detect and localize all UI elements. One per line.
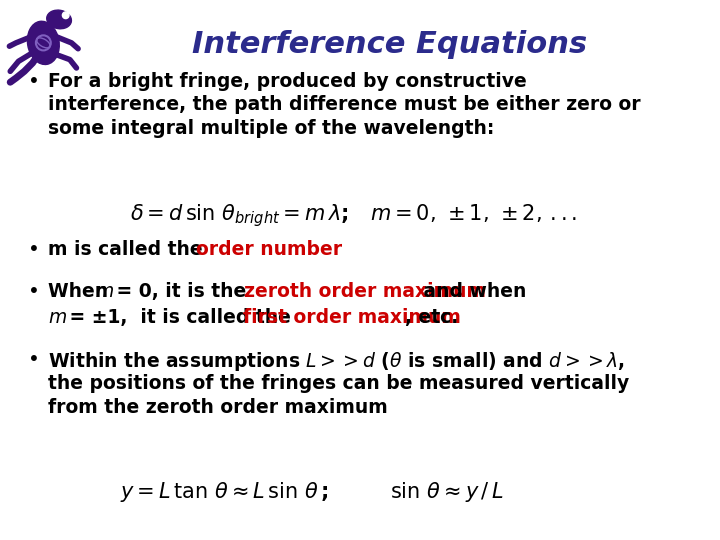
Text: zeroth order maximum: zeroth order maximum — [244, 282, 486, 301]
Text: = 0, it is the: = 0, it is the — [110, 282, 253, 301]
Text: order number: order number — [196, 240, 342, 259]
Text: $y = L\,\tan\,\theta \approx L\,\sin\,\theta\,$;: $y = L\,\tan\,\theta \approx L\,\sin\,\t… — [120, 480, 329, 504]
Text: $m$: $m$ — [48, 308, 67, 327]
Text: •: • — [28, 282, 40, 301]
Text: and when: and when — [417, 282, 526, 301]
Ellipse shape — [47, 10, 71, 29]
Text: •: • — [28, 240, 40, 259]
Text: m is called the: m is called the — [48, 240, 209, 259]
Text: = ±1,  it is called the: = ±1, it is called the — [63, 308, 297, 327]
Text: the positions of the fringes can be measured vertically: the positions of the fringes can be meas… — [48, 374, 629, 393]
Ellipse shape — [27, 21, 59, 64]
Circle shape — [63, 12, 69, 18]
Text: Within the assumptions $L >> d$ ($\theta$ is small) and $d >> \lambda$,: Within the assumptions $L >> d$ ($\theta… — [48, 350, 625, 373]
Text: $\sin\,\theta \approx y\,/\,L$: $\sin\,\theta \approx y\,/\,L$ — [390, 480, 503, 504]
Text: first order maximum: first order maximum — [243, 308, 461, 327]
Text: $\delta = d\,\sin\,\theta_{bright} = m\,\lambda$;: $\delta = d\,\sin\,\theta_{bright} = m\,… — [130, 202, 348, 229]
Text: When: When — [48, 282, 114, 301]
Text: , etc.: , etc. — [405, 308, 458, 327]
Text: Interference Equations: Interference Equations — [192, 30, 588, 59]
Text: •: • — [28, 72, 40, 91]
Text: $m = 0,\,\pm1,\,\pm2,\,...$: $m = 0,\,\pm1,\,\pm2,\,...$ — [370, 202, 577, 224]
Text: from the zeroth order maximum: from the zeroth order maximum — [48, 398, 388, 417]
Text: •: • — [28, 350, 40, 369]
Text: For a bright fringe, produced by constructive
interference, the path difference : For a bright fringe, produced by constru… — [48, 72, 641, 138]
Text: $m$: $m$ — [95, 282, 114, 301]
